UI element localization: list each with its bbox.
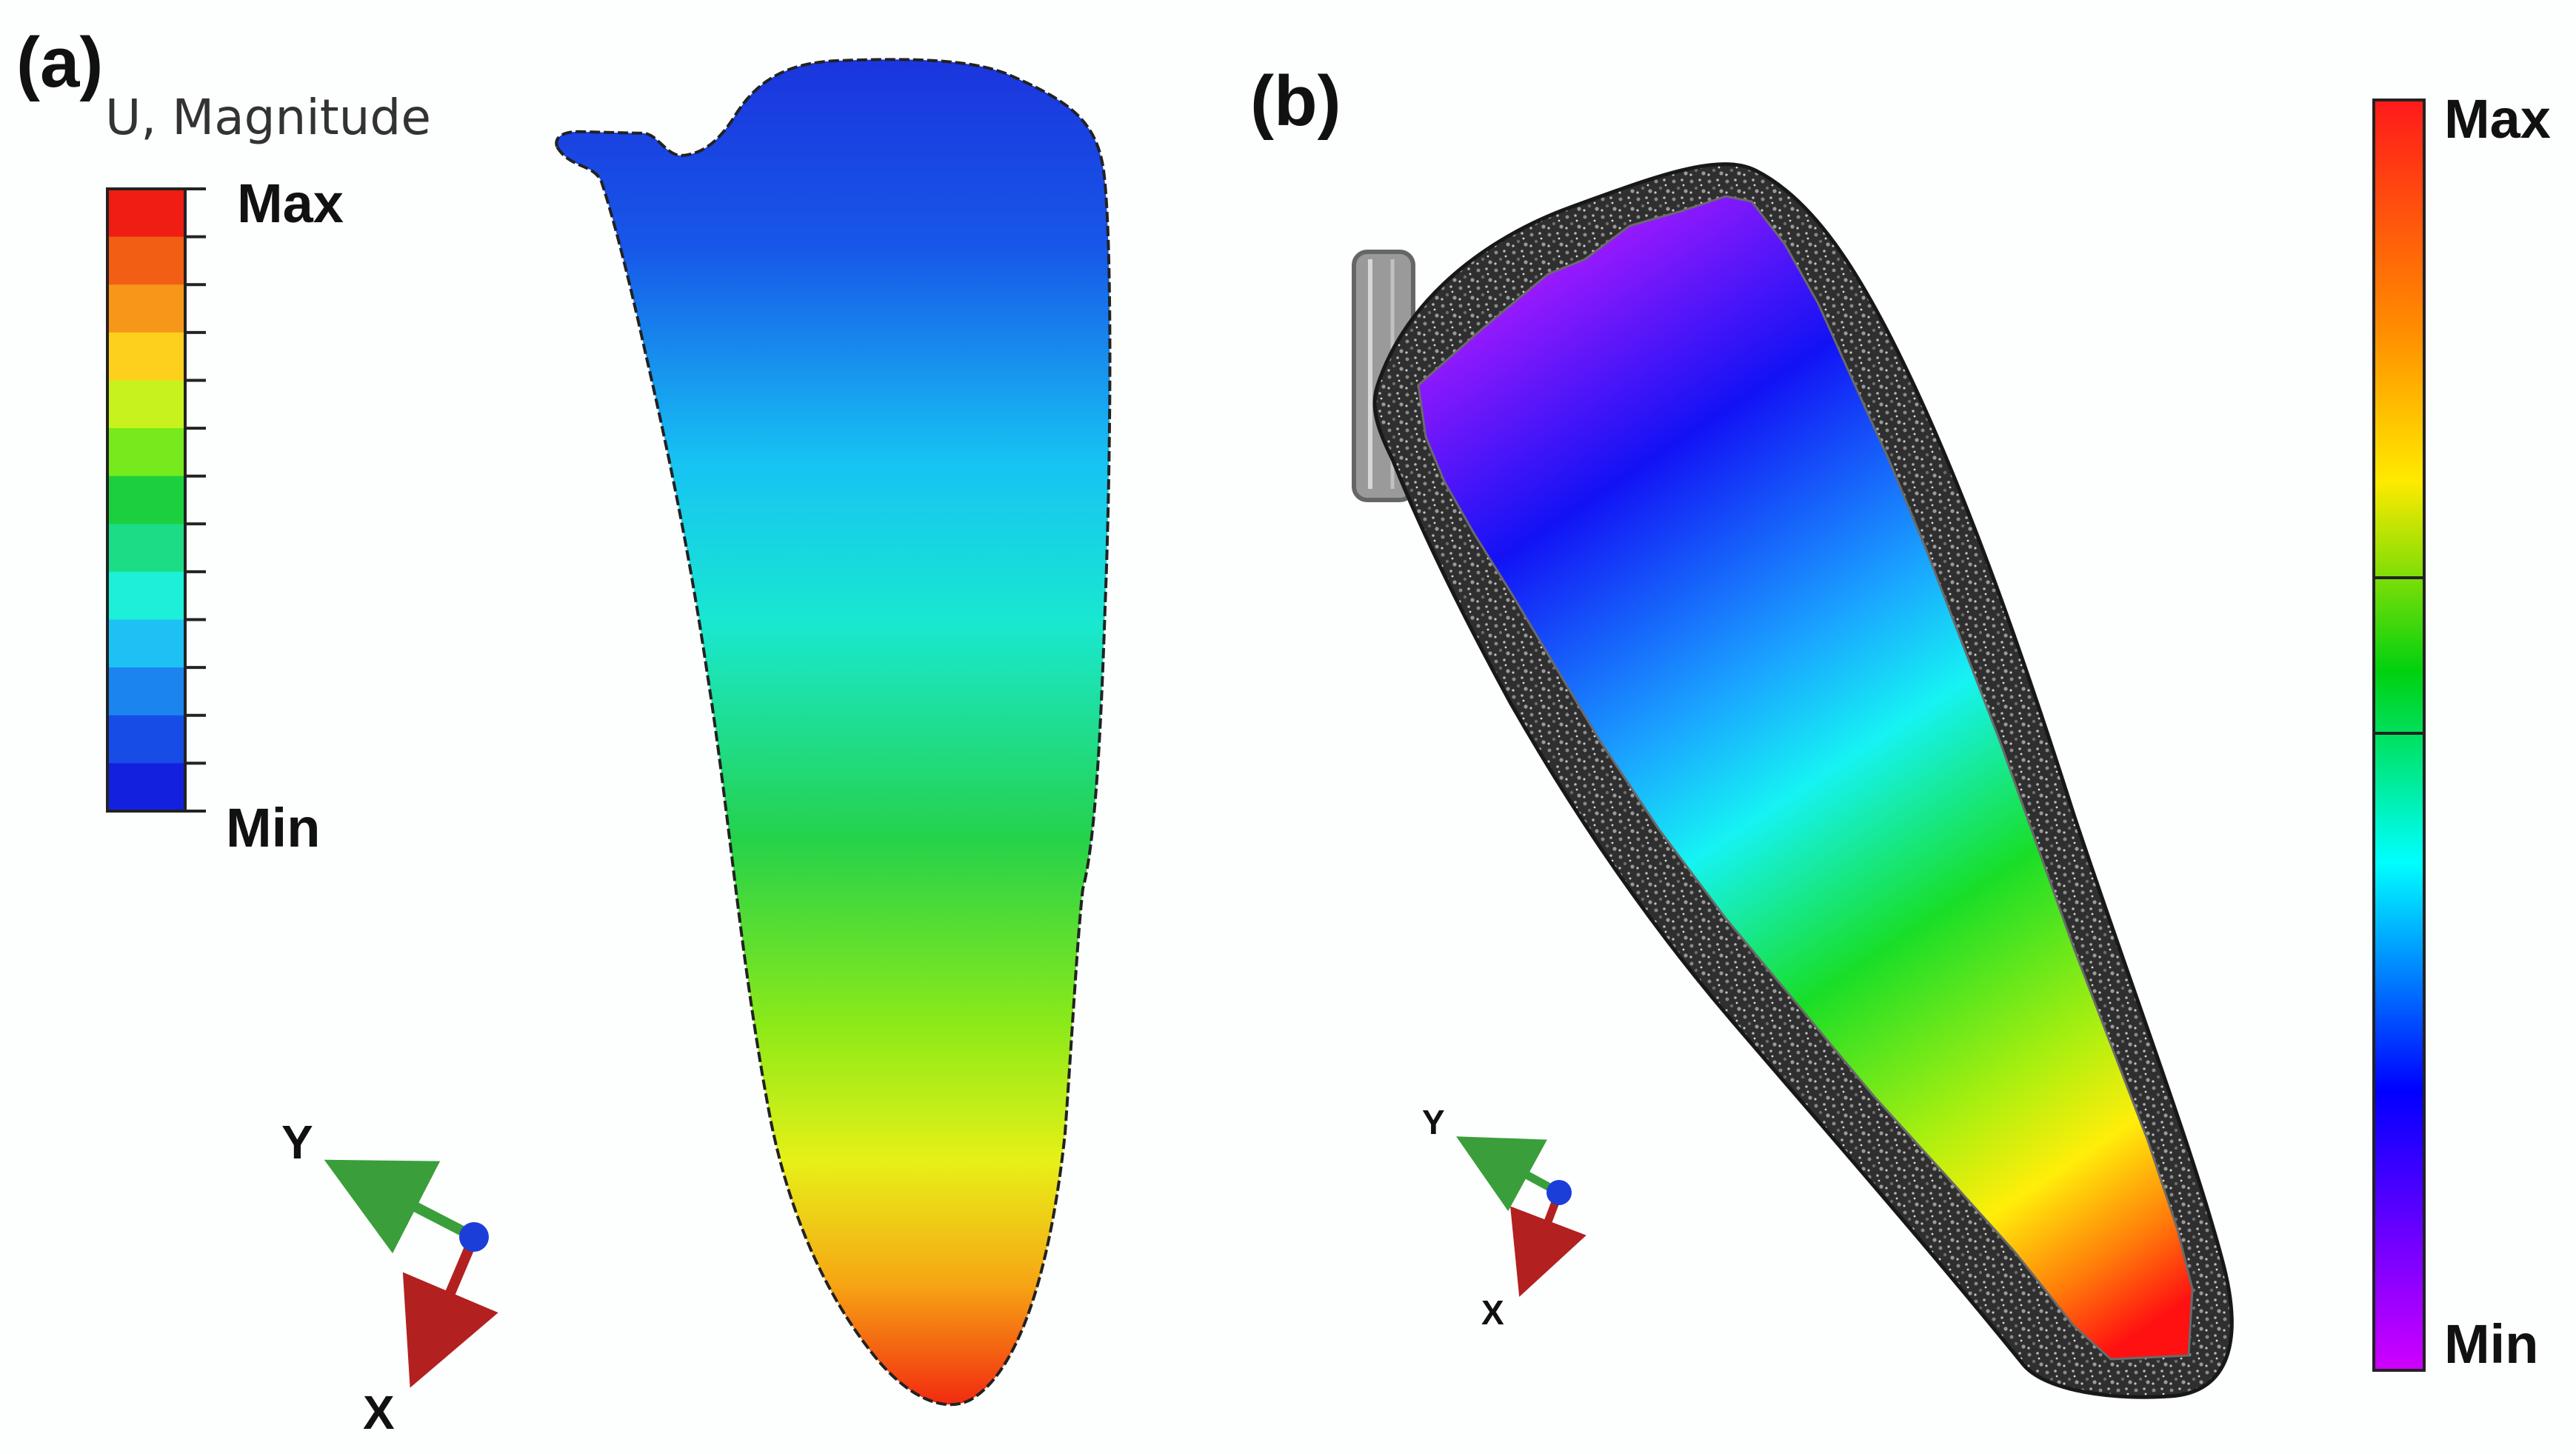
legend-a-band (107, 667, 185, 716)
y-axis-arrow-b (1456, 1136, 1561, 1212)
legend-a-band (107, 380, 185, 429)
legend-a-band (107, 524, 185, 573)
axis-b-x-label: X (1481, 1293, 1504, 1332)
displacement-field-b (1417, 195, 2194, 1361)
legend-b-min-label: Min (2444, 1313, 2539, 1375)
axis-a-y-label: Y (281, 1115, 313, 1169)
legend-a-band (107, 763, 185, 812)
legend-b-max-label: Max (2444, 88, 2551, 150)
legend-a-band (107, 715, 185, 764)
legend-a-min-label: Min (226, 797, 321, 858)
legend-a-band (107, 284, 185, 333)
z-axis-origin-b (1546, 1180, 1572, 1205)
legend-a-band (107, 476, 185, 524)
z-axis-origin-a (459, 1222, 489, 1252)
panel-a-label: (a) (16, 23, 104, 102)
legend-a-title: U, Magnitude (105, 89, 431, 146)
tooth-a-contour (555, 58, 1112, 1407)
legend-a-band (107, 236, 185, 285)
legend-a-band (107, 428, 185, 477)
legend-a-band (107, 189, 185, 238)
legend-a-colorbar (106, 187, 206, 813)
axis-triad-a (324, 1159, 498, 1388)
axis-b-y-label: Y (1422, 1103, 1445, 1141)
legend-a-band (107, 619, 185, 668)
legend-a-outline (106, 187, 187, 813)
panel-b-label: (b) (1250, 61, 1341, 141)
axis-triad-b (1456, 1136, 1586, 1297)
legend-b-colorbar (2372, 99, 2426, 1372)
axis-a-x-label: X (363, 1386, 395, 1439)
x-axis-arrow-b (1510, 1191, 1586, 1297)
legend-a-band (107, 332, 185, 381)
legend-a-band (107, 571, 185, 621)
y-axis-arrow-a (324, 1159, 477, 1254)
x-axis-arrow-a (402, 1235, 498, 1388)
legend-a-max-label: Max (237, 173, 344, 234)
